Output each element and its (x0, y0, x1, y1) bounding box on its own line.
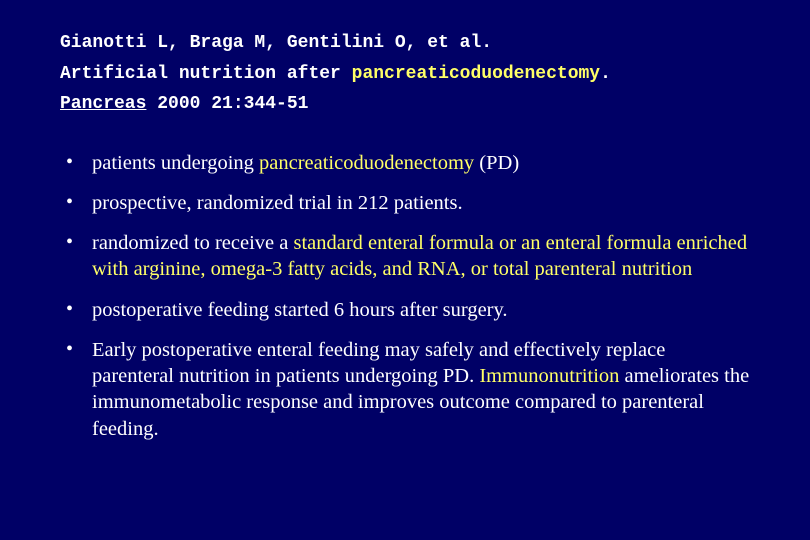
citation-title-highlight: pancreaticoduodenectomy (352, 64, 600, 84)
citation-source: Pancreas 2000 21:344-51 (60, 89, 750, 120)
bullet-text-pre: prospective, randomized trial in 212 pat… (92, 192, 463, 214)
bullet-text-pre: postoperative feeding started 6 hours af… (92, 299, 508, 321)
bullet-list: patients undergoing pancreaticoduodenect… (60, 150, 750, 442)
bullet-text-highlight: Immunonutrition (479, 365, 619, 387)
citation-title-post: . (600, 64, 611, 84)
citation-ref: 2000 21:344-51 (146, 94, 308, 114)
bullet-text-pre: randomized to receive a (92, 232, 293, 254)
citation-title: Artificial nutrition after pancreaticodu… (60, 59, 750, 90)
citation-title-pre: Artificial nutrition after (60, 64, 352, 84)
citation-journal: Pancreas (60, 94, 146, 114)
citation-block: Gianotti L, Braga M, Gentilini O, et al.… (60, 28, 750, 120)
bullet-text-highlight: pancreaticoduodenectomy (259, 152, 474, 174)
bullet-text-pre: patients undergoing (92, 152, 259, 174)
citation-authors: Gianotti L, Braga M, Gentilini O, et al. (60, 28, 750, 59)
list-item: randomized to receive a standard enteral… (88, 230, 750, 282)
list-item: patients undergoing pancreaticoduodenect… (88, 150, 750, 176)
list-item: prospective, randomized trial in 212 pat… (88, 190, 750, 216)
list-item: postoperative feeding started 6 hours af… (88, 297, 750, 323)
bullet-text-post: (PD) (474, 152, 519, 174)
list-item: Early postoperative enteral feeding may … (88, 337, 750, 442)
